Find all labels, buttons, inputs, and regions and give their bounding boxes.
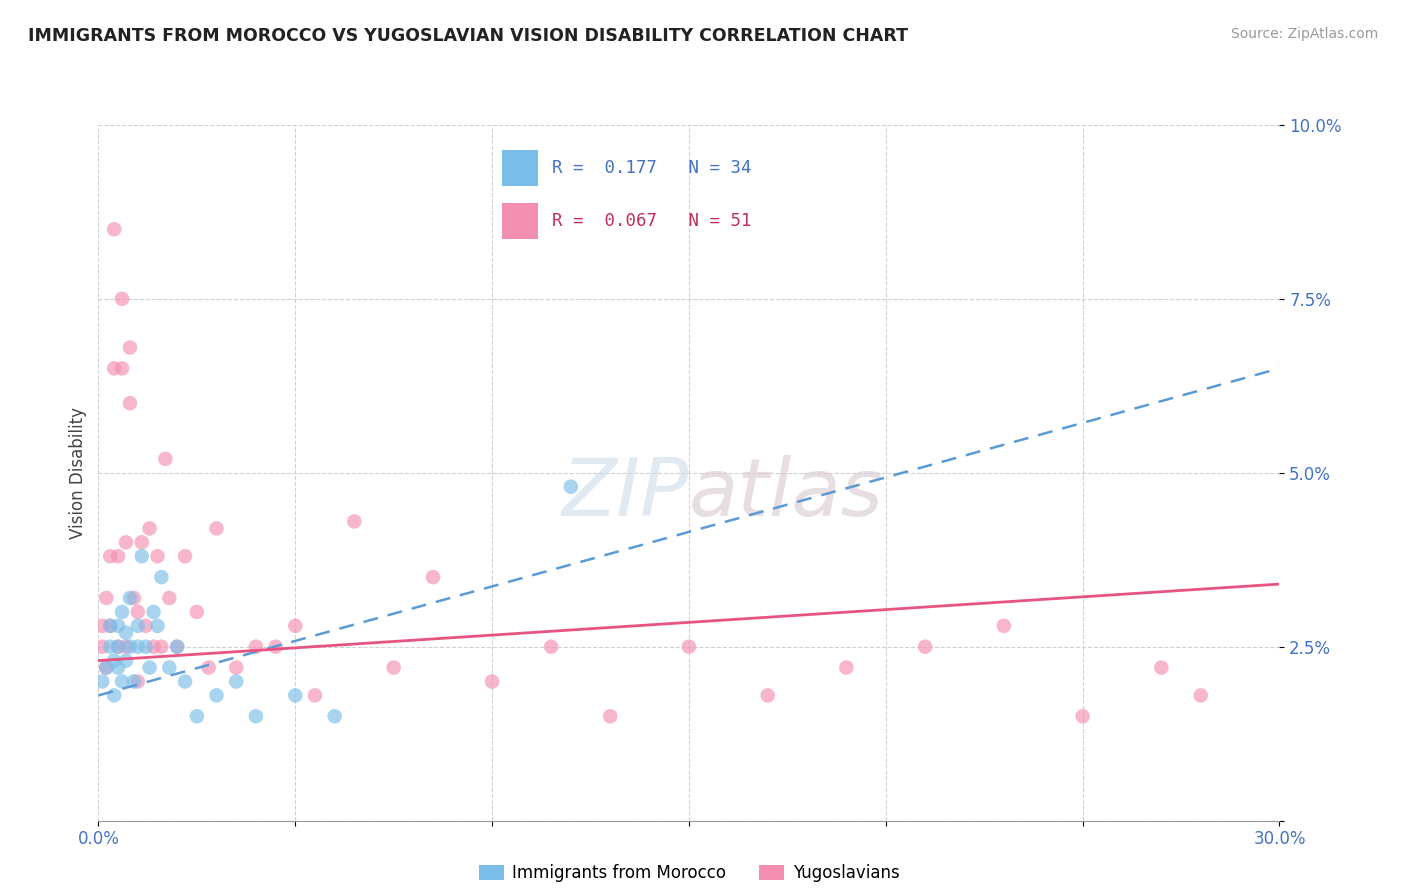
Point bbox=[107, 549, 129, 564]
Point bbox=[157, 591, 180, 605]
Point bbox=[264, 640, 287, 654]
Point bbox=[115, 654, 138, 668]
Point bbox=[127, 640, 149, 654]
Point bbox=[135, 640, 157, 654]
Point bbox=[98, 549, 121, 564]
Point bbox=[284, 689, 307, 703]
Point bbox=[91, 674, 114, 689]
Point bbox=[111, 292, 134, 306]
Y-axis label: Vision Disability: Vision Disability bbox=[69, 407, 87, 539]
Point bbox=[186, 605, 208, 619]
Point bbox=[131, 535, 153, 549]
Point bbox=[138, 660, 160, 674]
Point bbox=[111, 605, 134, 619]
Point bbox=[107, 640, 129, 654]
Point bbox=[127, 674, 149, 689]
Point bbox=[115, 535, 138, 549]
Point bbox=[135, 619, 157, 633]
Point bbox=[205, 521, 228, 535]
Point bbox=[1189, 689, 1212, 703]
Point bbox=[146, 549, 169, 564]
Point bbox=[122, 591, 145, 605]
Point bbox=[1071, 709, 1094, 723]
Point bbox=[103, 222, 125, 236]
Point bbox=[323, 709, 346, 723]
Point bbox=[225, 674, 247, 689]
Point bbox=[118, 591, 141, 605]
Point bbox=[150, 640, 173, 654]
Point bbox=[197, 660, 219, 674]
Point bbox=[835, 660, 858, 674]
Point bbox=[96, 660, 118, 674]
Point bbox=[103, 654, 125, 668]
Text: IMMIGRANTS FROM MOROCCO VS YUGOSLAVIAN VISION DISABILITY CORRELATION CHART: IMMIGRANTS FROM MOROCCO VS YUGOSLAVIAN V… bbox=[28, 27, 908, 45]
Point bbox=[98, 619, 121, 633]
Point bbox=[993, 619, 1015, 633]
Point bbox=[103, 689, 125, 703]
Point bbox=[96, 660, 118, 674]
Legend: Immigrants from Morocco, Yugoslavians: Immigrants from Morocco, Yugoslavians bbox=[472, 857, 905, 888]
Point bbox=[1150, 660, 1173, 674]
Point bbox=[115, 640, 138, 654]
Point bbox=[284, 619, 307, 633]
Point bbox=[599, 709, 621, 723]
Point bbox=[560, 480, 582, 494]
Point bbox=[98, 640, 121, 654]
Point bbox=[142, 640, 165, 654]
Point bbox=[166, 640, 188, 654]
Point bbox=[540, 640, 562, 654]
Point bbox=[481, 674, 503, 689]
Point bbox=[98, 619, 121, 633]
Text: Source: ZipAtlas.com: Source: ZipAtlas.com bbox=[1230, 27, 1378, 41]
Point bbox=[127, 605, 149, 619]
Point bbox=[150, 570, 173, 584]
Point bbox=[91, 619, 114, 633]
Point bbox=[118, 341, 141, 355]
Point bbox=[111, 674, 134, 689]
Point bbox=[115, 625, 138, 640]
Point bbox=[166, 640, 188, 654]
Point bbox=[174, 549, 197, 564]
Point bbox=[678, 640, 700, 654]
Point bbox=[225, 660, 247, 674]
Point bbox=[304, 689, 326, 703]
Point bbox=[186, 709, 208, 723]
Point bbox=[131, 549, 153, 564]
Point bbox=[343, 515, 366, 529]
Point bbox=[157, 660, 180, 674]
Point bbox=[914, 640, 936, 654]
Point bbox=[91, 640, 114, 654]
Point bbox=[107, 619, 129, 633]
Point bbox=[96, 591, 118, 605]
Point bbox=[422, 570, 444, 584]
Point bbox=[118, 396, 141, 410]
Point bbox=[127, 619, 149, 633]
Text: ZIP: ZIP bbox=[561, 455, 689, 533]
Point bbox=[111, 361, 134, 376]
Point bbox=[146, 619, 169, 633]
Text: atlas: atlas bbox=[689, 455, 884, 533]
Point bbox=[103, 361, 125, 376]
Point bbox=[174, 674, 197, 689]
Point bbox=[122, 674, 145, 689]
Point bbox=[155, 451, 177, 466]
Point bbox=[107, 640, 129, 654]
Point bbox=[107, 660, 129, 674]
Point bbox=[142, 605, 165, 619]
Point bbox=[118, 640, 141, 654]
Point bbox=[382, 660, 405, 674]
Point bbox=[245, 709, 267, 723]
Point bbox=[245, 640, 267, 654]
Point bbox=[138, 521, 160, 535]
Point bbox=[756, 689, 779, 703]
Point bbox=[205, 689, 228, 703]
